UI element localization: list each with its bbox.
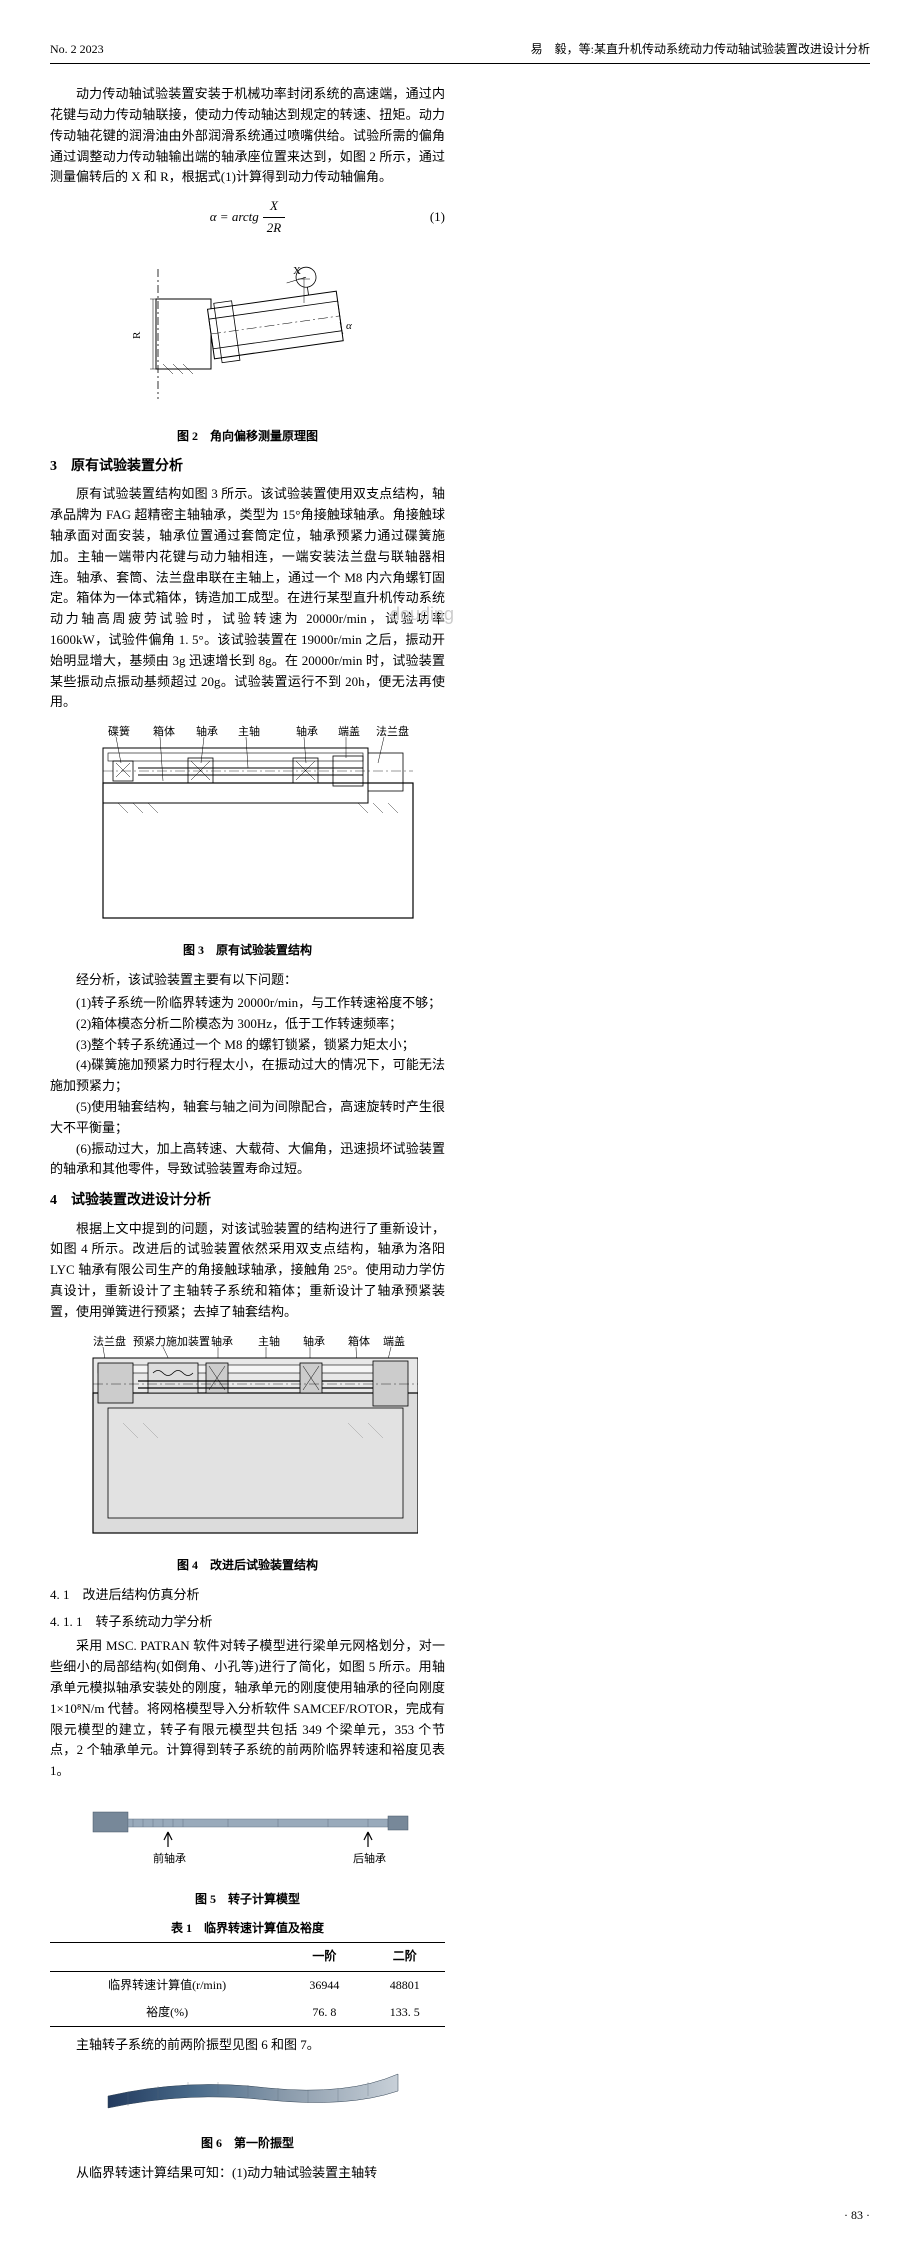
fig5-diagram: 前轴承 后轴承 <box>78 1792 418 1882</box>
table-1: 一阶 二阶 临界转速计算值(r/min) 36944 48801 裕度(%) 7… <box>50 1942 445 2027</box>
fig5-caption: 图 5 转子计算模型 <box>50 1890 445 1909</box>
svg-text:法兰盘: 法兰盘 <box>376 724 409 738</box>
fig6-diagram <box>88 2066 408 2126</box>
section4-paragraph: 根据上文中提到的问题，对该试验装置的结构进行了重新设计，如图 4 所示。改进后的… <box>50 1219 445 1323</box>
fig2-caption: 图 2 角向偏移测量原理图 <box>50 427 445 446</box>
figure-3: 碟簧 箱体 轴承 主轴 轴承 端盖 法兰盘 <box>50 723 445 960</box>
figure-5: 前轴承 后轴承 图 5 转子计算模型 <box>50 1792 445 1909</box>
header-left: No. 2 2023 <box>50 40 104 59</box>
formula-1: α = arctg X 2R (1) <box>50 196 445 239</box>
svg-text:轴承: 轴承 <box>196 724 218 738</box>
intro-paragraph: 动力传动轴试验装置安装于机械功率封闭系统的高速端，通过内花键与动力传动轴联接，使… <box>50 84 445 188</box>
figure-6: 图 6 第一阶振型 <box>50 2066 445 2153</box>
row2-v1: 76. 8 <box>284 1999 364 2027</box>
svg-text:X: X <box>293 265 301 277</box>
svg-text:端盖: 端盖 <box>383 1334 405 1348</box>
after-table-text: 主轴转子系统的前两阶振型见图 6 和图 7。 <box>50 2035 445 2056</box>
fig3-diagram: 碟簧 箱体 轴承 主轴 轴承 端盖 法兰盘 <box>78 723 418 933</box>
header-right: 易 毅，等:某直升机传动系统动力传动轴试验装置改进设计分析 <box>531 40 870 59</box>
section-4-title: 4 试验装置改进设计分析 <box>50 1190 445 1212</box>
formula-alpha: α = arctg <box>210 207 259 228</box>
problem-4: (4)碟簧施加预紧力时行程太小，在振动过大的情况下，可能无法施加预紧力； <box>50 1055 445 1097</box>
fig4-caption: 图 4 改进后试验装置结构 <box>50 1556 445 1575</box>
problem-6: (6)振动过大，加上高转速、大载荷、大偏角，迅速损坏试验装置的轴承和其他零件，导… <box>50 1139 445 1181</box>
th-blank <box>50 1943 284 1971</box>
svg-text:R: R <box>131 331 143 339</box>
row1-v2: 48801 <box>365 1971 445 1999</box>
svg-text:法兰盘: 法兰盘 <box>93 1334 126 1348</box>
problem-2: (2)箱体模态分析二阶模态为 300Hz，低于工作转速频率； <box>50 1014 445 1035</box>
svg-text:端盖: 端盖 <box>338 724 360 738</box>
svg-text:轴承: 轴承 <box>211 1334 233 1348</box>
svg-text:箱体: 箱体 <box>348 1334 370 1348</box>
analysis-intro: 经分析，该试验装置主要有以下问题： <box>50 970 445 991</box>
fig4-diagram: 法兰盘 预紧力施加装置 轴承 主轴 轴承 箱体 端盖 <box>78 1333 418 1548</box>
conclusion-text: 从临界转速计算结果可知：(1)动力轴试验装置主轴转 <box>50 2163 445 2184</box>
formula-denominator: 2R <box>263 218 285 239</box>
row2-v2: 133. 5 <box>365 1999 445 2027</box>
svg-text:前轴承: 前轴承 <box>153 1851 186 1865</box>
problem-1: (1)转子系统一阶临界转速为 20000r/min，与工作转速裕度不够； <box>50 993 445 1014</box>
row1-label: 临界转速计算值(r/min) <box>50 1971 284 1999</box>
th-second: 二阶 <box>365 1943 445 1971</box>
page-header: No. 2 2023 易 毅，等:某直升机传动系统动力传动轴试验装置改进设计分析 <box>50 40 870 64</box>
section-411-title: 4. 1. 1 转子系统动力学分析 <box>50 1612 445 1633</box>
row1-v1: 36944 <box>284 1971 364 1999</box>
formula-numerator: X <box>263 196 285 218</box>
fig6-caption: 图 6 第一阶振型 <box>50 2134 445 2153</box>
section3-paragraph: 原有试验装置结构如图 3 所示。该试验装置使用双支点结构，轴承品牌为 FAG 超… <box>50 484 445 713</box>
figure-4: 法兰盘 预紧力施加装置 轴承 主轴 轴承 箱体 端盖 <box>50 1333 445 1575</box>
svg-text:轴承: 轴承 <box>303 1334 325 1348</box>
page-number: · 83 · <box>50 2206 870 2225</box>
th-first: 一阶 <box>284 1943 364 1971</box>
svg-text:α: α <box>346 320 352 332</box>
fig2-diagram: R X α <box>118 249 378 419</box>
svg-text:主轴: 主轴 <box>238 724 260 738</box>
problem-5: (5)使用轴套结构，轴套与轴之间为间隙配合，高速旋转时产生很大不平衡量； <box>50 1097 445 1139</box>
main-content: 动力传动轴试验装置安装于机械功率封闭系统的高速端，通过内花键与动力传动轴联接，使… <box>50 84 870 2186</box>
problem-3: (3)整个转子系统通过一个 M8 的螺钉锁紧，锁紧力矩太小； <box>50 1035 445 1056</box>
formula-number: (1) <box>430 207 445 228</box>
svg-text:后轴承: 后轴承 <box>353 1851 386 1865</box>
svg-text:箱体: 箱体 <box>153 724 175 738</box>
fig3-caption: 图 3 原有试验装置结构 <box>50 941 445 960</box>
section41-paragraph: 采用 MSC. PATRAN 软件对转子模型进行梁单元网格划分，对一些细小的局部… <box>50 1636 445 1782</box>
section-41-title: 4. 1 改进后结构仿真分析 <box>50 1585 445 1606</box>
svg-text:主轴: 主轴 <box>258 1334 280 1348</box>
section-3-title: 3 原有试验装置分析 <box>50 456 445 478</box>
svg-text:预紧力施加装置: 预紧力施加装置 <box>133 1335 210 1348</box>
svg-text:碟簧: 碟簧 <box>108 724 130 738</box>
figure-2: R X α 图 2 角向偏移测量原理图 <box>50 249 445 446</box>
table1-caption: 表 1 临界转速计算值及裕度 <box>50 1919 445 1938</box>
svg-text:轴承: 轴承 <box>296 724 318 738</box>
row2-label: 裕度(%) <box>50 1999 284 2027</box>
